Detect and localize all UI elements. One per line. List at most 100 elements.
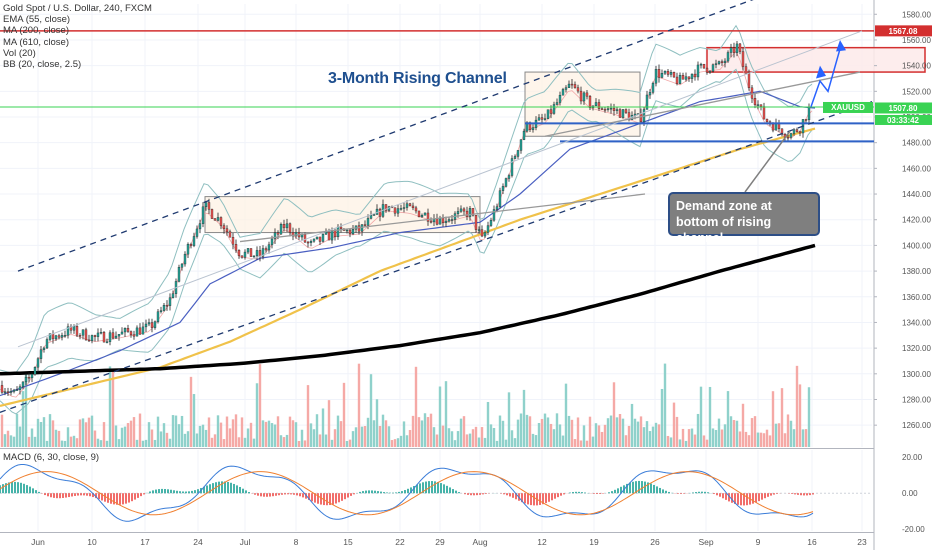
volume-bar (333, 429, 337, 447)
volume-bar (717, 418, 721, 447)
candle-body (393, 207, 397, 214)
macd-tick-label: 20.00 (902, 453, 923, 462)
macd-histogram-bar (413, 486, 415, 494)
volume-bar (192, 394, 196, 447)
macd-histogram-bar (209, 484, 211, 494)
candle-body (717, 61, 721, 64)
time-tick-label: 22 (395, 537, 405, 547)
volume-bar (15, 413, 19, 447)
macd-histogram-bar (653, 484, 655, 494)
macd-histogram-bar (311, 493, 313, 502)
volume-bar (633, 418, 637, 447)
volume-bar (354, 427, 358, 447)
volume-bar (75, 438, 79, 447)
candle-body (93, 335, 97, 337)
volume-bar (786, 414, 790, 447)
volume-bar (720, 429, 724, 447)
volume-bar (132, 417, 136, 447)
macd-histogram-bar (299, 493, 301, 497)
macd-histogram-bar (332, 493, 334, 505)
volume-bar (264, 421, 268, 447)
candle-body (738, 43, 742, 52)
bollinger-lower (0, 68, 813, 415)
macd-histogram-bar (104, 493, 106, 502)
price-tick-label: 1580.00 (902, 10, 931, 19)
candle-body (42, 347, 46, 350)
macd-histogram-bar (248, 492, 250, 494)
macd-histogram-bar (485, 493, 487, 494)
candle-body (489, 220, 493, 226)
macd-tick-label: 0.00 (902, 489, 918, 498)
candle-body (687, 76, 691, 79)
macd-histogram-bar (542, 493, 544, 505)
volume-bar (195, 433, 199, 447)
candle-body (36, 358, 40, 368)
candle-body (336, 226, 340, 238)
candle-body (501, 186, 505, 191)
macd-histogram-bar (791, 493, 793, 494)
price-tick-label: 1540.00 (902, 62, 931, 71)
candle-body (648, 92, 652, 96)
macd-histogram-bar (509, 493, 511, 497)
volume-bar (90, 415, 94, 447)
macd-histogram-bar (563, 493, 565, 495)
volume-bar (66, 427, 70, 447)
macd-histogram-bar (173, 490, 175, 494)
candle-body (9, 391, 13, 393)
macd-histogram-bar (437, 482, 439, 494)
candle-body (135, 327, 139, 337)
candle-body (456, 211, 460, 214)
macd-histogram-bar (89, 493, 91, 497)
macd-histogram-bar (464, 493, 466, 495)
resistance-price-tag: 1567.08 (875, 25, 932, 37)
macd-histogram-bar (320, 493, 322, 505)
volume-bar (402, 421, 406, 447)
candle-body (807, 106, 811, 121)
macd-histogram-bar (746, 493, 748, 506)
volume-bar (483, 437, 487, 447)
candle-body (477, 229, 481, 231)
candle-body (570, 83, 574, 86)
macd-histogram-bar (11, 482, 13, 494)
candle-body (417, 210, 421, 218)
candle-body (564, 87, 568, 90)
resistance-price-tag-text: 1567.08 (889, 27, 918, 36)
macd-histogram-bar (272, 493, 274, 497)
candle-body (276, 232, 280, 235)
macd-histogram-bar (443, 484, 445, 494)
callout-line-2: bottom of rising channel (676, 215, 772, 245)
volume-bar (543, 413, 547, 447)
candle-body (711, 64, 715, 72)
volume-bar (669, 437, 673, 447)
volume-bar (189, 376, 193, 447)
candle-body (126, 328, 130, 332)
macd-histogram-bar (263, 493, 265, 497)
macd-histogram-bar (245, 490, 247, 494)
volume-bar (666, 435, 670, 447)
candle-body (240, 255, 244, 258)
candle-body (573, 84, 577, 88)
signal-line (0, 471, 814, 516)
legend-ma200: MA (200, close) (3, 25, 69, 37)
volume-bar (711, 428, 715, 447)
last-price-tag-text: 1507.80 (889, 104, 918, 113)
candle-body (189, 244, 193, 246)
time-tick-label: 15 (343, 537, 353, 547)
candle-body (141, 326, 145, 335)
macd-histogram-bar (719, 493, 721, 497)
volume-bar (126, 423, 130, 447)
candle-body (102, 332, 106, 343)
volume-bar (99, 440, 103, 447)
price-tick-label: 1420.00 (902, 216, 931, 225)
candle-body (84, 329, 88, 341)
macd-histogram-bar (641, 481, 643, 494)
macd-histogram-bar (269, 493, 271, 497)
macd-histogram-bar (776, 493, 778, 494)
candle-body (747, 73, 751, 89)
volume-bar (6, 430, 10, 447)
macd-histogram-bar (410, 487, 412, 494)
macd-histogram-bar (554, 493, 556, 499)
macd-histogram-bar (275, 493, 277, 496)
volume-bar (516, 419, 520, 447)
